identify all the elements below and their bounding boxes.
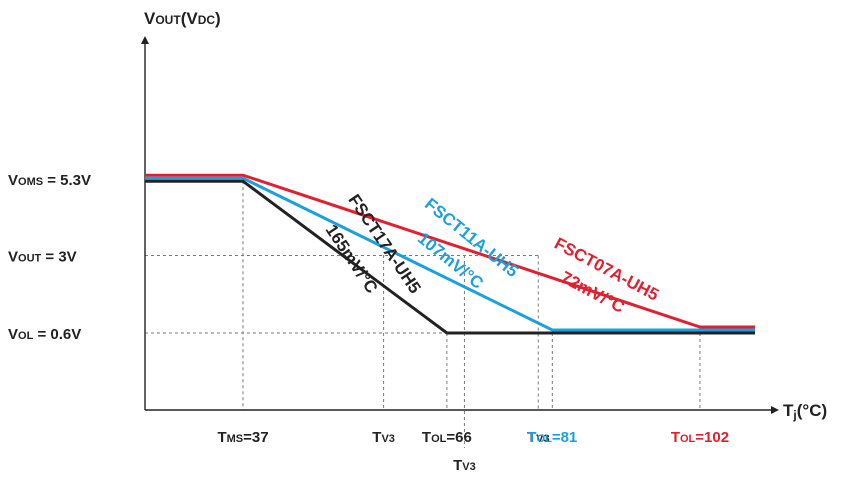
x-axis-title-sub: j: [792, 408, 796, 422]
y-level-labels: VOMS = 5.3V VOUT = 3V VOL = 0.6V: [8, 172, 91, 343]
y-axis-title: VOUT(VDC): [144, 9, 221, 28]
y-axis-title-main: V: [144, 9, 156, 28]
y-level-label: VOL = 0.6V: [8, 326, 81, 343]
y-axis-title-sub: OUT: [155, 13, 181, 27]
y-level-label: VOMS = 5.3V: [8, 172, 91, 189]
series-line-fsct11a-uh5: [145, 176, 755, 332]
x-tick-label: TV3: [527, 429, 550, 446]
x-axis-title: Tj(°C): [783, 401, 827, 422]
x-tick-label: TOL=66: [422, 429, 472, 446]
x-tick-label: TV3: [372, 429, 395, 446]
series-line-fsct07a-uh5: [145, 173, 755, 329]
y-axis-title-sub2: DC: [198, 13, 216, 27]
y-level-label: VOUT = 3V: [8, 248, 77, 265]
x-tick-label: TV3: [453, 457, 476, 474]
x-axis-title-end: (°C): [797, 401, 827, 420]
x-axis-title-main: T: [783, 401, 794, 420]
series-line-fsct17a-uh5: [145, 179, 755, 335]
y-axis-title-mid: (V: [181, 9, 199, 28]
x-tick-label: TOL=102: [671, 429, 729, 446]
x-tick-label: TMS=37: [217, 429, 268, 446]
x-tick-label: TOL=81: [527, 429, 577, 446]
series-curves: [145, 173, 755, 335]
axes: [141, 36, 779, 414]
curve-labels: FSCT17A-UH5 165mV/°C FSCT11A-UH5 107mV/°…: [322, 191, 662, 317]
y-axis-title-end: ): [215, 9, 221, 28]
